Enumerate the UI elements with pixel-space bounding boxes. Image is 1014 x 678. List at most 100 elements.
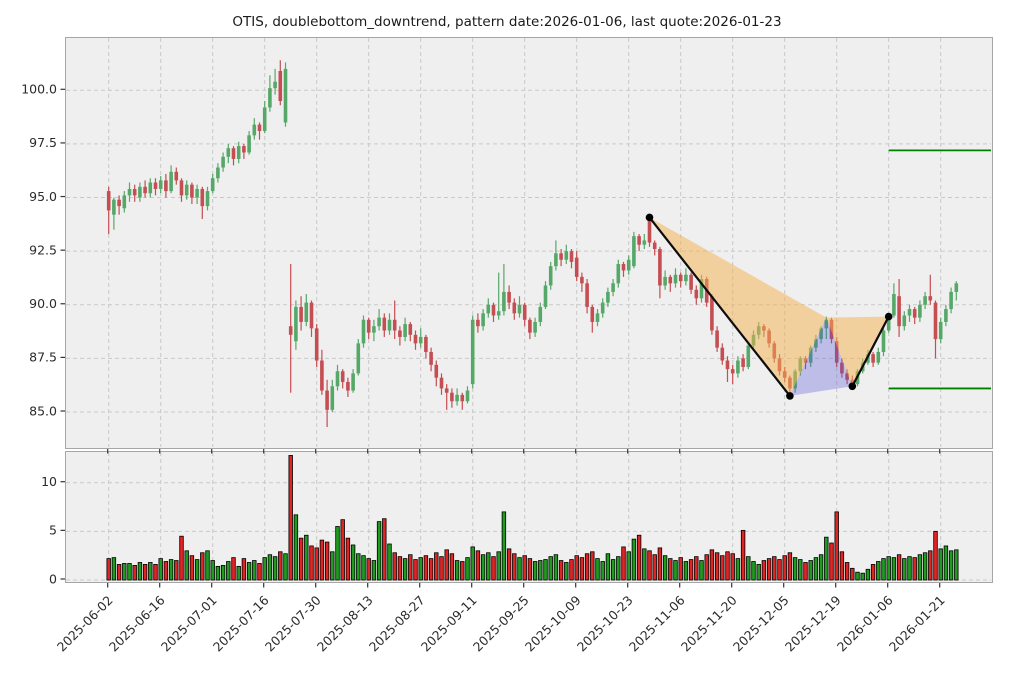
candle-body	[808, 347, 813, 363]
candle-body	[600, 302, 605, 314]
volume-bar	[205, 550, 210, 581]
candle-body	[559, 253, 563, 260]
volume-bar	[496, 551, 501, 581]
candle-body	[200, 188, 205, 207]
volume-bar	[127, 563, 132, 581]
volume-bar	[881, 558, 886, 581]
candle-body	[455, 394, 459, 402]
volume-bar	[792, 557, 798, 581]
volume-bar	[751, 561, 756, 581]
volume-bar	[397, 556, 403, 581]
candle-body	[335, 371, 340, 387]
volume-bar	[506, 548, 512, 581]
volume-bar	[782, 555, 787, 581]
x-tick-label: 2025-10-23	[574, 593, 636, 655]
volume-bar	[605, 553, 611, 581]
candle-body	[746, 345, 751, 367]
volume-bar	[444, 549, 449, 581]
volume-bar	[548, 556, 553, 581]
x-tick-label: 2025-08-27	[366, 593, 428, 655]
candle-body	[580, 276, 584, 284]
volume-bar	[257, 563, 262, 581]
volume-bar	[200, 552, 205, 581]
volume-bar	[543, 559, 548, 581]
candle-body	[569, 251, 574, 262]
volume-bar	[454, 560, 460, 581]
candle-body	[231, 148, 236, 159]
candle-body	[439, 377, 444, 389]
volume-bar	[288, 455, 293, 581]
volume-bar	[116, 564, 122, 581]
volume-bar	[553, 554, 559, 581]
volume-tick-label: 5	[49, 523, 57, 538]
candle-body	[606, 291, 610, 303]
volume-bar	[777, 559, 782, 581]
pattern-point-dot	[848, 382, 857, 391]
volume-bar	[688, 559, 694, 581]
x-tick-label: 2025-07-16	[210, 592, 272, 654]
volume-bar	[194, 559, 200, 581]
volume-bar	[387, 543, 392, 581]
volume-bar	[111, 557, 117, 581]
x-tick-label: 2025-06-02	[54, 593, 116, 655]
volume-bar	[694, 556, 699, 581]
volume-bar	[855, 571, 860, 581]
candle-body	[122, 195, 127, 209]
x-tick-label: 2025-11-20	[678, 592, 740, 654]
candle-body	[262, 107, 267, 132]
volume-bar	[662, 555, 668, 581]
candle-wick	[503, 264, 505, 316]
candle-body	[533, 321, 537, 333]
volume-bar	[954, 549, 959, 581]
volume-bar	[818, 554, 824, 581]
candle-body	[205, 191, 210, 207]
candle-body	[621, 264, 626, 271]
volume-bar	[600, 561, 605, 581]
candle-body	[938, 321, 943, 340]
volume-bar	[558, 560, 564, 581]
candle-body	[595, 313, 600, 322]
x-tick-label: 2025-10-09	[522, 592, 584, 654]
candle-body	[465, 390, 470, 402]
volume-bar	[434, 552, 439, 581]
volume-bar	[928, 550, 933, 581]
volume-bar	[168, 559, 174, 581]
candle-body	[824, 319, 829, 329]
price-chart-panel	[65, 37, 993, 449]
candle-body	[387, 319, 392, 331]
volume-bar	[870, 564, 876, 581]
volume-bar	[850, 567, 855, 581]
candle-body	[949, 291, 953, 310]
figure-title: OTIS, doublebottom_downtrend, pattern da…	[232, 14, 782, 30]
candle-body	[408, 324, 413, 335]
volume-bar	[486, 552, 491, 581]
candle-body	[252, 124, 257, 136]
candle-body	[221, 156, 225, 168]
candle-body	[392, 319, 397, 331]
volume-bar	[439, 556, 444, 581]
volume-bar	[428, 558, 434, 581]
pattern-polygon	[649, 217, 827, 396]
volume-bar	[787, 552, 793, 581]
volume-bar	[335, 526, 340, 581]
candle-body	[444, 388, 449, 393]
volume-bar	[179, 535, 184, 581]
volume-bar	[730, 553, 735, 581]
candle-body	[210, 178, 215, 192]
candle-body	[273, 81, 277, 89]
candle-body	[543, 285, 548, 307]
candle-body	[117, 199, 121, 207]
candle-body	[481, 313, 485, 327]
candle-body	[372, 326, 376, 333]
candle-body	[424, 336, 428, 352]
volume-bar	[766, 558, 772, 581]
candle-body	[278, 70, 283, 102]
volume-bar	[803, 562, 808, 581]
candle-body	[876, 351, 881, 363]
candle-body	[626, 259, 631, 271]
x-tick-label: 2025-12-19	[782, 592, 844, 654]
volume-bar	[907, 556, 912, 581]
candle-body	[881, 330, 886, 352]
volume-bar	[844, 562, 850, 581]
